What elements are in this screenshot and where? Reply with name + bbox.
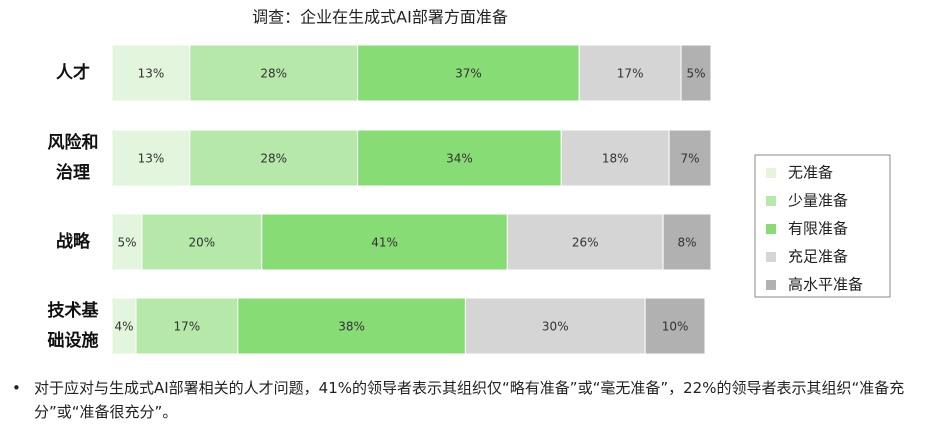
data-label: 37%: [455, 67, 482, 81]
data-label: 4%: [114, 320, 133, 334]
bar-segment: [261, 213, 508, 271]
bar-segment: [668, 129, 712, 187]
data-label: 13%: [138, 152, 165, 166]
legend-label: 无准备: [788, 164, 833, 182]
data-label: 28%: [260, 152, 287, 166]
bar-segment: [464, 297, 646, 355]
data-label: 10%: [662, 320, 689, 334]
bar-segment: [189, 44, 359, 102]
data-label: 26%: [572, 236, 599, 250]
bar-segment: [578, 44, 682, 102]
note-text: 对于应对与生成式AI部署相关的人才问题，41%的领导者表示其组织仅“略有准备”或…: [12, 376, 912, 424]
bar-segment: [135, 297, 239, 355]
legend-swatch: [766, 196, 776, 206]
data-label: 38%: [338, 320, 365, 334]
legend-swatch: [766, 280, 776, 290]
category-label: 风险和治理: [47, 133, 99, 183]
legend-label: 少量准备: [788, 192, 848, 210]
category-label: 战略: [56, 232, 90, 252]
legend-swatch: [766, 224, 776, 234]
bar-segment: [357, 129, 562, 187]
bar-segment: [644, 297, 706, 355]
chart-title: 调查：企业在生成式AI部署方面准备: [252, 8, 508, 27]
note: 对于应对与生成式AI部署相关的人才问题，41%的领导者表示其组织仅“略有准备”或…: [12, 376, 912, 424]
data-label: 28%: [260, 67, 287, 81]
data-label: 7%: [681, 152, 700, 166]
bar-segment: [662, 213, 712, 271]
chart: 调查：企业在生成式AI部署方面准备 13% 28% 37% 17% 5% 13% 28% 34…: [111, 8, 891, 355]
legend-label: 高水平准备: [788, 276, 863, 294]
data-label: 5%: [687, 67, 706, 81]
category-label: 技术基础设施: [47, 301, 99, 351]
legend-label: 充足准备: [788, 248, 848, 266]
data-label: 13%: [138, 67, 165, 81]
category-label: 人才: [56, 63, 90, 83]
legend-swatch: [766, 252, 776, 262]
data-label: 17%: [617, 67, 644, 81]
bar-segment: [680, 44, 712, 102]
data-label: 17%: [174, 320, 201, 334]
data-label: 18%: [602, 152, 629, 166]
data-label: 41%: [371, 236, 398, 250]
data-label: 8%: [678, 236, 697, 250]
data-label: 34%: [446, 152, 473, 166]
data-label: 5%: [117, 236, 136, 250]
legend-label: 有限准备: [788, 220, 848, 238]
bar-segment: [111, 44, 191, 102]
legend-swatch: [766, 168, 776, 178]
bar-segment: [357, 44, 580, 102]
data-label: 20%: [189, 236, 216, 250]
legend-box: [754, 154, 891, 298]
bar-segment: [111, 213, 143, 271]
bar-segment: [189, 129, 359, 187]
bar-segment: [141, 213, 263, 271]
data-label: 30%: [542, 320, 569, 334]
bar-segment: [237, 297, 466, 355]
bar-segment: [560, 129, 670, 187]
bar-segment: [111, 129, 191, 187]
